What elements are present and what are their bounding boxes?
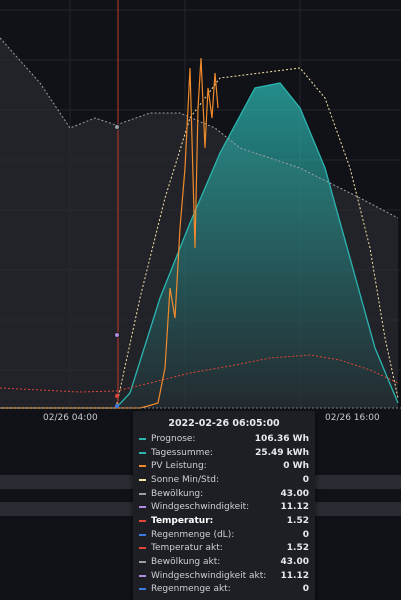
series-color-swatch: [139, 492, 146, 495]
tooltip-series-value: 43.00: [280, 557, 309, 568]
hover-point: [114, 332, 120, 338]
tooltip-rows: Prognose: 106.36 Wh Tagessumme: 25.49 kWh PV…: [133, 432, 315, 596]
table-band: [0, 502, 133, 516]
tooltip-series-name: Bewölkung akt:: [151, 557, 221, 568]
series-color-swatch: [139, 506, 146, 509]
series-color-swatch: [139, 588, 146, 591]
series-color-swatch: [139, 519, 146, 522]
table-band: [315, 475, 401, 489]
tooltip-row: Regenmenge (dL): 0: [133, 528, 315, 542]
table-band: [315, 502, 401, 516]
tooltip-row: Windgeschwindigkeit: 11.12: [133, 500, 315, 514]
series-color-swatch: [139, 437, 146, 440]
tooltip-row: Bewölkung: 43.00: [133, 487, 315, 501]
series-line-pv-leistung: [0, 57, 219, 409]
tooltip-row: Temperatur: 1.52: [133, 514, 315, 528]
tooltip-series-value: 0: [302, 584, 309, 595]
tooltip-series-value: 0: [302, 474, 309, 485]
tooltip-series-value: 1.52: [286, 515, 309, 526]
series-color-swatch: [139, 533, 146, 536]
x-tick-label: 02/26 16:00: [325, 413, 380, 423]
tooltip-row: Prognose: 106.36 Wh: [133, 432, 315, 446]
tooltip-series-name: PV Leistung:: [151, 461, 207, 472]
tooltip-timestamp: 2022-02-26 06:05:00: [168, 418, 280, 429]
tooltip-series-name: Bewölkung:: [151, 488, 204, 499]
series-line-temperatur: [0, 354, 399, 393]
series-color-swatch: [139, 478, 146, 481]
series-line-prognose: [0, 82, 399, 409]
tooltip-series-name: Temperatur akt:: [151, 543, 223, 554]
tooltip-series-value: 43.00: [280, 488, 309, 499]
tooltip-series-name: Prognose:: [151, 433, 196, 444]
tooltip-row: PV Leistung: 0 Wh: [133, 459, 315, 473]
series-color-swatch: [139, 547, 146, 550]
hover-point: [115, 404, 119, 408]
tooltip-series-name: Tagessumme:: [151, 447, 213, 458]
tooltip-series-value: 106.36 Wh: [254, 433, 309, 444]
x-tick-label: 02/26 04:00: [43, 413, 98, 423]
tooltip-series-name: Windgeschwindigkeit:: [151, 502, 250, 513]
tooltip-series-value: 0: [302, 529, 309, 540]
tooltip-row: Windgeschwindigkeit akt: 11.12: [133, 569, 315, 583]
series-color-swatch: [139, 561, 146, 564]
tooltip-series-value: 25.49 kWh: [255, 447, 309, 458]
tooltip-row: Temperatur akt: 1.52: [133, 542, 315, 556]
tooltip-series-name: Windgeschwindigkeit akt:: [151, 570, 267, 581]
hover-point: [114, 124, 120, 130]
series-color-swatch: [139, 465, 146, 468]
tooltip-row: Bewölkung akt: 43.00: [133, 555, 315, 569]
tooltip-row: Regenmenge akt: 0: [133, 583, 315, 597]
series-color-swatch: [139, 574, 146, 577]
series-area-prognose: [0, 83, 398, 408]
tooltip-series-name: Temperatur:: [151, 515, 214, 526]
table-band: [0, 475, 133, 489]
hover-tooltip: 2022-02-26 06:05:00 Prognose: 106.36 Wh Ta…: [133, 411, 315, 600]
tooltip-series-value: 1.52: [286, 543, 309, 554]
tooltip-series-name: Regenmenge (dL):: [151, 529, 235, 540]
series-line-sonneminstd: [115, 67, 399, 409]
series-color-swatch: [139, 451, 146, 454]
tooltip-row: Tagessumme: 25.49 kWh: [133, 446, 315, 460]
tooltip-series-value: 0 Wh: [283, 461, 309, 472]
tooltip-row: Sonne Min/Std: 0: [133, 473, 315, 487]
tooltip-series-value: 11.12: [280, 570, 309, 581]
hover-point: [115, 394, 119, 398]
tooltip-series-name: Sonne Min/Std:: [151, 474, 220, 485]
tooltip-series-name: Regenmenge akt:: [151, 584, 231, 595]
tooltip-series-value: 11.12: [280, 502, 309, 513]
